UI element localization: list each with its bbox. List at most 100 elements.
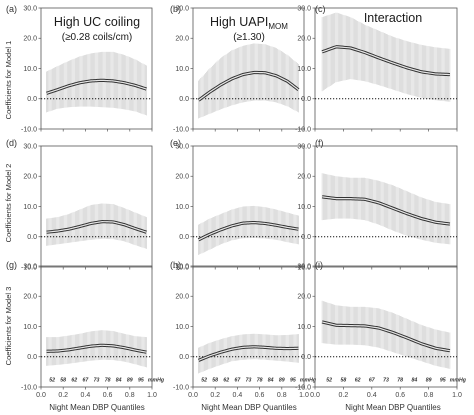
column-subtitle-uapi: (≥1.30) xyxy=(233,32,265,43)
x-tick-label: 0.6 xyxy=(103,392,113,399)
y-tick-label: 0.0 xyxy=(179,96,189,103)
y-tick-label: 10.0 xyxy=(175,66,189,73)
y-tick-label: -10.0 xyxy=(173,384,189,391)
y-tick-label: 0.0 xyxy=(301,234,311,241)
y-tick-label: -10.0 xyxy=(295,126,311,133)
y-tick-label: 30.0 xyxy=(175,5,189,12)
estimate-curve xyxy=(46,344,147,353)
y-tick-label: 30.0 xyxy=(297,5,311,12)
y-tick-label: 20.0 xyxy=(23,36,37,43)
quantile-dbp-label: 58 xyxy=(341,378,347,384)
y-tick-label: 10.0 xyxy=(175,204,189,211)
y-tick-label: -10.0 xyxy=(21,264,37,271)
y-tick-label: 20.0 xyxy=(23,174,37,181)
quantile-dbp-label: 95 xyxy=(290,378,296,384)
x-tick-label: 0.8 xyxy=(277,392,287,399)
panel-d: (d) -10.0 0.0 10.0 20.0 30.0 xyxy=(6,138,153,271)
estimate-curve xyxy=(321,46,450,76)
panel-letter: (a) xyxy=(6,4,17,14)
quantile-dbp-label: 73 xyxy=(94,378,100,384)
panel-letter: (g) xyxy=(6,260,17,270)
confidence-band xyxy=(321,12,451,102)
y-tick-label: 0.0 xyxy=(27,234,37,241)
y-tick-label: 0.0 xyxy=(179,354,189,361)
x-axis-label-col3: Night Mean DBP Quantiles xyxy=(345,403,440,412)
column-subtitle-coiling: (≥0.28 coils/cm) xyxy=(62,32,133,43)
quantile-dbp-label: 52 xyxy=(201,378,207,384)
x-tick-label: 0.6 xyxy=(255,392,265,399)
quantile-dbp-label: 67 xyxy=(83,378,90,384)
column-title-coiling: High UC coiling xyxy=(54,15,140,29)
column-title-uapi-subscript: MOM xyxy=(268,22,288,31)
quantile-dbp-label: 52 xyxy=(49,378,55,384)
panel-g: (g)-10.00.010.020.030.00.0 0.2 0.4 0.6 0.8 1.… xyxy=(6,260,165,399)
x-tick-label: 0.0 xyxy=(310,392,320,399)
estimate-curve xyxy=(198,71,299,101)
panel-i: (i)-10.00.010.020.030.00.0 0.2 0.4 0.6 0.8 1.… xyxy=(295,260,467,399)
quantile-dbp-label: 95 xyxy=(440,378,446,384)
quantile-dbp-label: 62 xyxy=(355,378,361,384)
quantile-unit-label: mmHg xyxy=(450,378,467,384)
y-tick-label: -10.0 xyxy=(173,126,189,133)
y-tick-label: 30.0 xyxy=(175,143,189,150)
y-tick-label: 10.0 xyxy=(23,66,37,73)
panel-a: (a) -10.0 0.0 10.0 20.0 30.0 xyxy=(6,4,153,133)
quantile-dbp-label: 67 xyxy=(369,378,376,384)
y-tick-label: 20.0 xyxy=(175,174,189,181)
y-tick-label: 30.0 xyxy=(297,143,311,150)
x-axis-label-col1: Night Mean DBP Quantiles xyxy=(49,403,144,412)
quantile-dbp-label: 84 xyxy=(412,378,418,384)
quantile-dbp-label: 52 xyxy=(326,378,332,384)
panel-f: (f) -10.0 0.0 10.0 20.0 30.0 xyxy=(295,138,458,271)
panel-c: (c) -10.0 0.0 10.0 20.0 30.0 xyxy=(295,4,458,133)
quantile-unit-label: mmHg xyxy=(300,378,317,384)
panel-b: (b) -10.0 0.0 10.0 20.0 30.0 xyxy=(170,4,305,133)
quantile-dbp-label: 84 xyxy=(116,378,122,384)
quantile-dbp-label: 58 xyxy=(60,378,66,384)
x-tick-label: 0.6 xyxy=(395,392,405,399)
y-tick-label: 20.0 xyxy=(297,36,311,43)
y-tick-label: 0.0 xyxy=(301,354,311,361)
y-tick-label: 30.0 xyxy=(23,263,37,270)
panel-letter: (b) xyxy=(170,4,181,14)
estimate-curve xyxy=(198,346,299,361)
panels-group: (a)-10.00.010.020.030.0 (b)-10.00.010.020… xyxy=(6,4,467,399)
x-axis-label-col2: Night Mean DBP Quantiles xyxy=(201,403,296,412)
x-tick-label: 0.8 xyxy=(125,392,135,399)
x-tick-label: 1.0 xyxy=(299,392,309,399)
column-title-uapi: High UAPIMOM xyxy=(210,15,288,31)
y-tick-label: 10.0 xyxy=(23,324,37,331)
x-tick-label: 0.2 xyxy=(339,392,349,399)
x-tick-label: 1.0 xyxy=(452,392,462,399)
x-tick-label: 0.2 xyxy=(210,392,220,399)
panel-letter: (e) xyxy=(170,138,181,148)
confidence-band xyxy=(198,205,299,255)
y-tick-label: 30.0 xyxy=(23,143,37,150)
confidence-band xyxy=(321,300,451,369)
estimate-curve xyxy=(46,79,147,94)
y-tick-label: 30.0 xyxy=(23,5,37,12)
y-tick-label: -10.0 xyxy=(295,384,311,391)
x-tick-label: 0.2 xyxy=(58,392,68,399)
quantile-dbp-label: 89 xyxy=(127,378,133,384)
quantile-dbp-label: 78 xyxy=(105,378,111,384)
column-title-interaction: Interaction xyxy=(364,11,422,25)
panel-h: (h)-10.00.010.020.030.00.0 0.2 0.4 0.6 0.8 1.… xyxy=(170,260,317,399)
row-label-model-1: Coefficients for Model 1 xyxy=(4,41,13,120)
y-tick-label: 0.0 xyxy=(27,354,37,361)
quantile-dbp-label: 58 xyxy=(212,378,218,384)
panel-letter: (h) xyxy=(170,260,181,270)
y-tick-label: 10.0 xyxy=(175,324,189,331)
plot-frame xyxy=(40,145,153,268)
estimate-curve xyxy=(322,196,450,225)
estimate-curve-outline xyxy=(321,195,451,226)
quantile-dbp-label: 89 xyxy=(426,378,432,384)
panel-e: (e) -10.0 0.0 10.0 20.0 30.0 xyxy=(170,138,305,271)
y-tick-label: 20.0 xyxy=(175,36,189,43)
plot-frame xyxy=(40,265,153,388)
panel-letter: (f) xyxy=(315,138,324,148)
quantile-dbp-label: 73 xyxy=(383,378,389,384)
quantile-dbp-label: 62 xyxy=(223,378,229,384)
confidence-band xyxy=(321,173,451,245)
